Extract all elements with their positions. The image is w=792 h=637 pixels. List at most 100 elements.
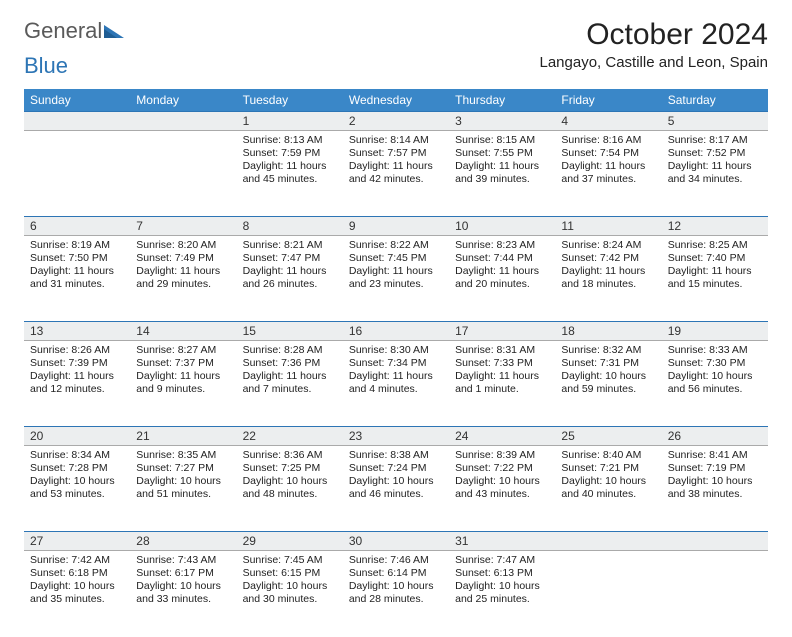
day-cell: Sunrise: 8:23 AMSunset: 7:44 PMDaylight:… [449, 236, 555, 322]
sunset-line: Sunset: 6:13 PM [455, 567, 549, 580]
day-details: Sunrise: 8:36 AMSunset: 7:25 PMDaylight:… [237, 446, 343, 508]
sunset-line: Sunset: 7:25 PM [243, 462, 337, 475]
sunset-line: Sunset: 7:42 PM [561, 252, 655, 265]
sunset-line: Sunset: 7:44 PM [455, 252, 549, 265]
daylight-line: Daylight: 10 hours and 53 minutes. [30, 475, 124, 501]
day-number-cell: 21 [130, 427, 236, 446]
daylight-line: Daylight: 11 hours and 20 minutes. [455, 265, 549, 291]
day-cell: Sunrise: 8:17 AMSunset: 7:52 PMDaylight:… [662, 131, 768, 217]
daylight-line: Daylight: 11 hours and 4 minutes. [349, 370, 443, 396]
day-number-cell: 30 [343, 532, 449, 551]
day-number-cell: 11 [555, 217, 661, 236]
weekday-header: Tuesday [237, 89, 343, 112]
sunset-line: Sunset: 7:54 PM [561, 147, 655, 160]
day-number-cell: 15 [237, 322, 343, 341]
sunset-line: Sunset: 7:31 PM [561, 357, 655, 370]
sunrise-line: Sunrise: 8:39 AM [455, 449, 549, 462]
daylight-line: Daylight: 11 hours and 42 minutes. [349, 160, 443, 186]
day-number-row: 6789101112 [24, 217, 768, 236]
day-cell: Sunrise: 8:14 AMSunset: 7:57 PMDaylight:… [343, 131, 449, 217]
day-cell: Sunrise: 8:33 AMSunset: 7:30 PMDaylight:… [662, 341, 768, 427]
day-cell: Sunrise: 8:34 AMSunset: 7:28 PMDaylight:… [24, 446, 130, 532]
day-cell: Sunrise: 7:45 AMSunset: 6:15 PMDaylight:… [237, 551, 343, 637]
day-number-cell: 29 [237, 532, 343, 551]
day-details: Sunrise: 8:23 AMSunset: 7:44 PMDaylight:… [449, 236, 555, 298]
weekday-header: Friday [555, 89, 661, 112]
day-details: Sunrise: 8:28 AMSunset: 7:36 PMDaylight:… [237, 341, 343, 403]
sunrise-line: Sunrise: 8:21 AM [243, 239, 337, 252]
day-cell: Sunrise: 8:39 AMSunset: 7:22 PMDaylight:… [449, 446, 555, 532]
day-number-cell: 3 [449, 112, 555, 131]
weekday-header: Saturday [662, 89, 768, 112]
sunrise-line: Sunrise: 8:20 AM [136, 239, 230, 252]
day-number-cell: 28 [130, 532, 236, 551]
sunrise-line: Sunrise: 8:24 AM [561, 239, 655, 252]
day-cell: Sunrise: 8:19 AMSunset: 7:50 PMDaylight:… [24, 236, 130, 322]
day-number-cell: 13 [24, 322, 130, 341]
day-number-cell: 2 [343, 112, 449, 131]
day-details: Sunrise: 7:46 AMSunset: 6:14 PMDaylight:… [343, 551, 449, 613]
weekday-header: Monday [130, 89, 236, 112]
sunrise-line: Sunrise: 8:28 AM [243, 344, 337, 357]
daylight-line: Daylight: 10 hours and 40 minutes. [561, 475, 655, 501]
day-number-cell: 17 [449, 322, 555, 341]
sunrise-line: Sunrise: 8:33 AM [668, 344, 762, 357]
daylight-line: Daylight: 11 hours and 12 minutes. [30, 370, 124, 396]
daylight-line: Daylight: 11 hours and 18 minutes. [561, 265, 655, 291]
day-number-cell: 5 [662, 112, 768, 131]
day-cell: Sunrise: 8:13 AMSunset: 7:59 PMDaylight:… [237, 131, 343, 217]
sunrise-line: Sunrise: 8:27 AM [136, 344, 230, 357]
day-details: Sunrise: 7:42 AMSunset: 6:18 PMDaylight:… [24, 551, 130, 613]
day-cell: Sunrise: 8:20 AMSunset: 7:49 PMDaylight:… [130, 236, 236, 322]
day-cell: Sunrise: 8:27 AMSunset: 7:37 PMDaylight:… [130, 341, 236, 427]
sunset-line: Sunset: 7:57 PM [349, 147, 443, 160]
day-body-row: Sunrise: 7:42 AMSunset: 6:18 PMDaylight:… [24, 551, 768, 637]
day-number-row: 2728293031 [24, 532, 768, 551]
day-details: Sunrise: 8:27 AMSunset: 7:37 PMDaylight:… [130, 341, 236, 403]
day-number-cell: 10 [449, 217, 555, 236]
day-details: Sunrise: 8:25 AMSunset: 7:40 PMDaylight:… [662, 236, 768, 298]
daylight-line: Daylight: 11 hours and 9 minutes. [136, 370, 230, 396]
sunset-line: Sunset: 6:15 PM [243, 567, 337, 580]
empty-cell [662, 532, 768, 551]
empty-cell [555, 532, 661, 551]
sunset-line: Sunset: 7:40 PM [668, 252, 762, 265]
calendar-body: 12345Sunrise: 8:13 AMSunset: 7:59 PMDayl… [24, 112, 768, 637]
day-cell: Sunrise: 8:25 AMSunset: 7:40 PMDaylight:… [662, 236, 768, 322]
sunset-line: Sunset: 7:36 PM [243, 357, 337, 370]
day-number-cell: 14 [130, 322, 236, 341]
day-details: Sunrise: 7:43 AMSunset: 6:17 PMDaylight:… [130, 551, 236, 613]
day-body-row: Sunrise: 8:34 AMSunset: 7:28 PMDaylight:… [24, 446, 768, 532]
day-cell: Sunrise: 7:46 AMSunset: 6:14 PMDaylight:… [343, 551, 449, 637]
location-text: Langayo, Castille and Leon, Spain [539, 54, 768, 71]
day-number-cell: 16 [343, 322, 449, 341]
daylight-line: Daylight: 10 hours and 25 minutes. [455, 580, 549, 606]
day-details: Sunrise: 8:13 AMSunset: 7:59 PMDaylight:… [237, 131, 343, 193]
day-details: Sunrise: 8:33 AMSunset: 7:30 PMDaylight:… [662, 341, 768, 403]
day-details: Sunrise: 8:17 AMSunset: 7:52 PMDaylight:… [662, 131, 768, 193]
sunset-line: Sunset: 6:14 PM [349, 567, 443, 580]
day-number-cell: 1 [237, 112, 343, 131]
day-details: Sunrise: 8:15 AMSunset: 7:55 PMDaylight:… [449, 131, 555, 193]
sunrise-line: Sunrise: 8:19 AM [30, 239, 124, 252]
sunrise-line: Sunrise: 8:22 AM [349, 239, 443, 252]
day-cell: Sunrise: 8:16 AMSunset: 7:54 PMDaylight:… [555, 131, 661, 217]
day-body-row: Sunrise: 8:19 AMSunset: 7:50 PMDaylight:… [24, 236, 768, 322]
daylight-line: Daylight: 11 hours and 29 minutes. [136, 265, 230, 291]
sunrise-line: Sunrise: 8:14 AM [349, 134, 443, 147]
day-number-cell: 18 [555, 322, 661, 341]
day-cell: Sunrise: 8:32 AMSunset: 7:31 PMDaylight:… [555, 341, 661, 427]
sunrise-line: Sunrise: 7:45 AM [243, 554, 337, 567]
daylight-line: Daylight: 11 hours and 15 minutes. [668, 265, 762, 291]
day-number-cell: 7 [130, 217, 236, 236]
sunrise-line: Sunrise: 8:16 AM [561, 134, 655, 147]
daylight-line: Daylight: 11 hours and 45 minutes. [243, 160, 337, 186]
daylight-line: Daylight: 10 hours and 56 minutes. [668, 370, 762, 396]
day-number-cell: 8 [237, 217, 343, 236]
sunrise-line: Sunrise: 8:36 AM [243, 449, 337, 462]
sunset-line: Sunset: 7:24 PM [349, 462, 443, 475]
sunrise-line: Sunrise: 8:26 AM [30, 344, 124, 357]
daylight-line: Daylight: 10 hours and 46 minutes. [349, 475, 443, 501]
logo-text-general: General [24, 18, 102, 44]
sunrise-line: Sunrise: 8:40 AM [561, 449, 655, 462]
